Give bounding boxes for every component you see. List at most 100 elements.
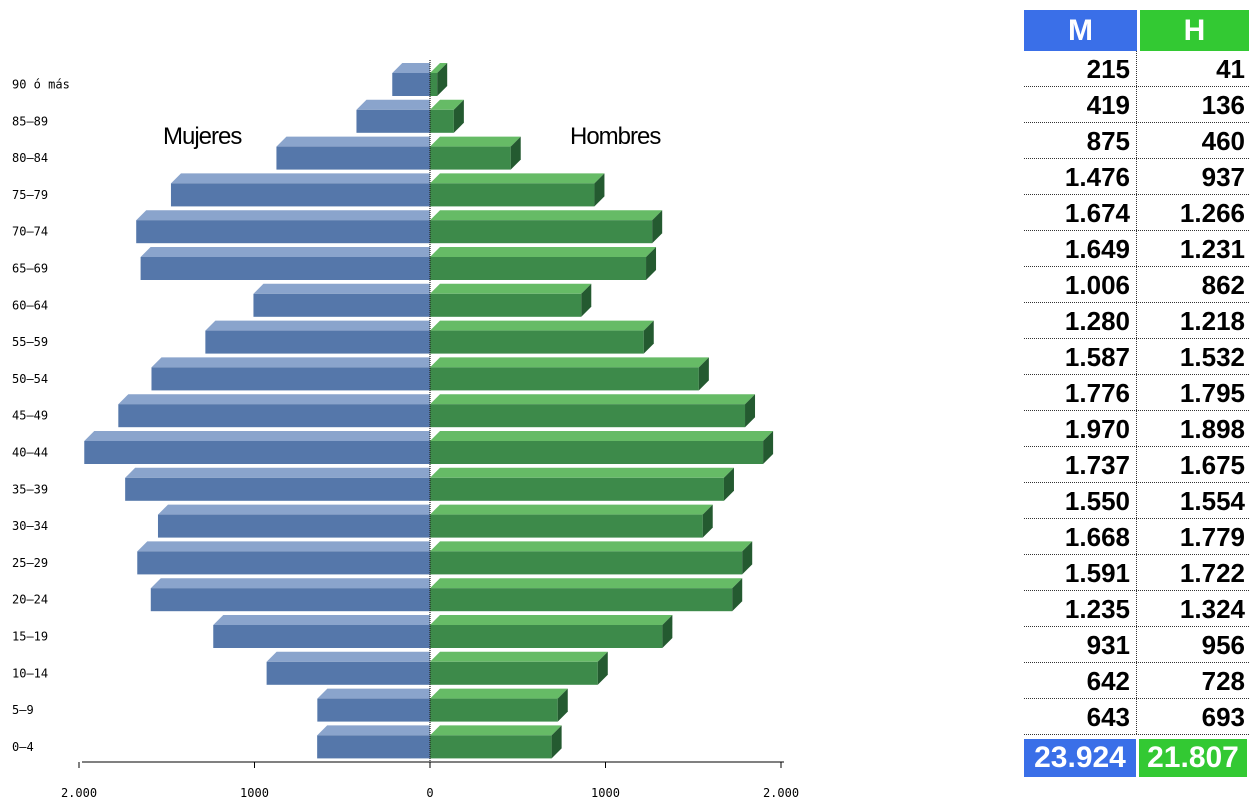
bar-hombres bbox=[430, 514, 703, 538]
table-totals: 23.924 21.807 bbox=[1024, 739, 1249, 777]
bar-mujeres bbox=[150, 588, 431, 612]
bar-top-hombres bbox=[430, 173, 605, 184]
bar-hombres bbox=[430, 73, 438, 96]
bar-hombres bbox=[430, 551, 743, 575]
bar-top-hombres bbox=[430, 431, 774, 441]
x-tick-label: 2.000 bbox=[763, 786, 799, 800]
cell-mujeres: 1.587 bbox=[1024, 339, 1137, 374]
bar-side-hombres bbox=[652, 210, 663, 244]
bar-side-hombres bbox=[643, 320, 654, 354]
cell-mujeres: 1.970 bbox=[1024, 411, 1137, 446]
bar-top-mujeres bbox=[118, 394, 430, 405]
cell-hombres: 862 bbox=[1201, 270, 1245, 300]
bar-mujeres bbox=[317, 698, 430, 722]
bar-side-hombres bbox=[594, 173, 605, 207]
table-row: 1.550 1.554 bbox=[1024, 483, 1249, 519]
table-row: 1.776 1.795 bbox=[1024, 375, 1249, 411]
table-row: 931 956 bbox=[1024, 627, 1249, 663]
bar-mujeres bbox=[356, 109, 430, 133]
cell-hombres: 1.554 bbox=[1179, 486, 1245, 516]
table-row: 1.970 1.898 bbox=[1024, 411, 1249, 447]
bar-hombres bbox=[430, 441, 764, 464]
bar-hombres bbox=[430, 293, 582, 317]
cell-mujeres: 1.674 bbox=[1024, 195, 1137, 230]
total-hombres: 21.807 bbox=[1139, 739, 1247, 777]
bar-hombres bbox=[430, 588, 733, 612]
bar-top-hombres bbox=[430, 210, 663, 221]
bar-side-hombres bbox=[437, 63, 448, 96]
population-table: M H 215 41 419 136 875 460 1.476 937 1.674 1.266 1… bbox=[1024, 10, 1249, 777]
cell-hombres: 956 bbox=[1201, 630, 1245, 660]
cell-mujeres: 1.649 bbox=[1024, 231, 1137, 266]
cell-hombres: 41 bbox=[1216, 54, 1245, 84]
cell-hombres: 1.898 bbox=[1179, 414, 1245, 444]
bar-hombres bbox=[430, 330, 644, 354]
age-group-label: 15–19 bbox=[12, 630, 48, 644]
cell-mujeres: 1.668 bbox=[1024, 519, 1137, 554]
bar-top-mujeres bbox=[84, 431, 430, 441]
bar-top-hombres bbox=[430, 320, 654, 331]
bar-top-mujeres bbox=[136, 210, 430, 221]
bar-hombres bbox=[430, 404, 746, 428]
table-row: 1.649 1.231 bbox=[1024, 231, 1249, 267]
table-row: 1.591 1.722 bbox=[1024, 555, 1249, 591]
bar-top-mujeres bbox=[137, 541, 431, 552]
table-row: 643 693 bbox=[1024, 699, 1249, 735]
cell-hombres: 1.266 bbox=[1179, 198, 1245, 228]
cell-hombres: 1.218 bbox=[1179, 306, 1245, 336]
bar-top-hombres bbox=[430, 688, 568, 699]
bar-top-mujeres bbox=[213, 615, 430, 625]
bar-top-mujeres bbox=[140, 247, 430, 257]
bar-hombres bbox=[430, 698, 558, 722]
age-group-label: 30–34 bbox=[12, 519, 48, 533]
bar-mujeres bbox=[213, 625, 430, 648]
bar-top-mujeres bbox=[205, 320, 430, 331]
x-tick-label: 1000 bbox=[240, 786, 269, 800]
total-mujeres: 23.924 bbox=[1024, 739, 1136, 777]
cell-mujeres: 642 bbox=[1024, 663, 1137, 698]
table-row: 1.674 1.266 bbox=[1024, 195, 1249, 231]
bar-top-hombres bbox=[430, 394, 756, 405]
cell-mujeres: 1.476 bbox=[1024, 159, 1137, 194]
bar-top-mujeres bbox=[151, 357, 430, 368]
bar-hombres bbox=[430, 220, 653, 244]
bar-side-hombres bbox=[732, 578, 743, 612]
bar-hombres bbox=[430, 477, 724, 501]
table-row: 1.235 1.324 bbox=[1024, 591, 1249, 627]
table-row: 215 41 bbox=[1024, 51, 1249, 87]
bar-mujeres bbox=[317, 735, 430, 759]
bar-side-hombres bbox=[698, 357, 709, 391]
table-row: 1.737 1.675 bbox=[1024, 447, 1249, 483]
bar-top-mujeres bbox=[253, 283, 430, 294]
bar-top-mujeres bbox=[317, 688, 430, 699]
cell-hombres: 1.722 bbox=[1179, 558, 1245, 588]
table-row: 1.668 1.779 bbox=[1024, 519, 1249, 555]
bar-side-hombres bbox=[723, 467, 734, 501]
bar-top-hombres bbox=[430, 504, 713, 515]
bar-side-hombres bbox=[742, 541, 753, 575]
age-group-label: 70–74 bbox=[12, 225, 48, 239]
bar-side-hombres bbox=[646, 247, 657, 280]
bar-top-hombres bbox=[430, 467, 734, 478]
bar-side-hombres bbox=[763, 431, 774, 464]
table-body: 215 41 419 136 875 460 1.476 937 1.674 1.266 1.649… bbox=[1024, 51, 1249, 735]
x-tick-label: 2.000 bbox=[61, 786, 97, 800]
cell-mujeres: 1.737 bbox=[1024, 447, 1137, 482]
age-group-label: 5–9 bbox=[12, 703, 34, 717]
age-group-label: 10–14 bbox=[12, 666, 48, 680]
bar-top-mujeres bbox=[157, 504, 430, 515]
bar-mujeres bbox=[392, 73, 430, 96]
bar-top-hombres bbox=[430, 63, 448, 73]
age-group-label: 40–44 bbox=[12, 446, 48, 460]
bar-hombres bbox=[430, 367, 699, 391]
bar-top-hombres bbox=[430, 651, 608, 662]
bar-top-hombres bbox=[430, 357, 709, 368]
bar-top-mujeres bbox=[150, 578, 431, 589]
cell-mujeres: 419 bbox=[1024, 87, 1137, 122]
cell-hombres: 136 bbox=[1201, 90, 1245, 120]
age-group-label: 80–84 bbox=[12, 151, 48, 165]
cell-mujeres: 1.006 bbox=[1024, 267, 1137, 302]
bar-hombres bbox=[430, 146, 511, 170]
age-group-label: 0–4 bbox=[12, 740, 34, 754]
bar-side-hombres bbox=[597, 651, 608, 685]
